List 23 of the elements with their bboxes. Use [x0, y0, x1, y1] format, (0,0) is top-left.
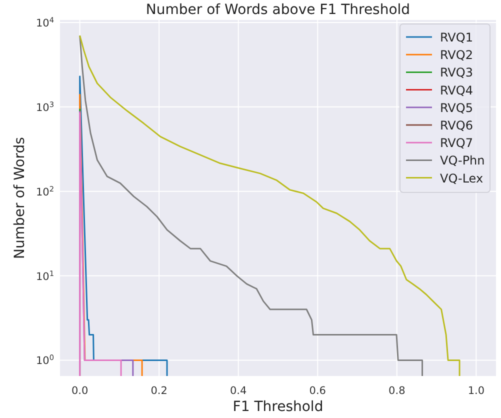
x-tick-label: 0.2 — [150, 385, 168, 397]
legend-label: RVQ6 — [440, 118, 473, 132]
legend-label: RVQ1 — [440, 30, 473, 44]
y-tick-label: 10$^{3}$ — [36, 99, 54, 114]
legend-label: RVQ2 — [440, 48, 473, 62]
legend-label: RVQ5 — [440, 100, 473, 115]
legend-label: RVQ4 — [440, 83, 473, 98]
legend-label: RVQ7 — [440, 136, 473, 150]
x-tick-label: 0.8 — [388, 385, 406, 397]
x-tick-label: 0.6 — [309, 385, 326, 397]
chart-title: Number of Words above F1 Threshold — [146, 2, 410, 18]
x-tick-label: 0.4 — [230, 385, 248, 397]
y-tick-label: 10$^{4}$ — [36, 14, 54, 30]
legend-label: VQ-Lex — [440, 171, 484, 186]
x-tick-label: 0.0 — [71, 385, 88, 397]
x-axis-title: F1 Threshold — [232, 399, 324, 415]
y-tick-label: 10$^{1}$ — [36, 268, 54, 283]
y-axis-title: Number of Words — [12, 137, 28, 259]
x-tick-label: 1.0 — [468, 385, 485, 397]
legend-label: RVQ3 — [440, 66, 473, 80]
legend-label: VQ-Phn — [440, 154, 485, 168]
y-tick-label: 10$^{0}$ — [36, 352, 54, 368]
y-tick-label: 10$^{2}$ — [36, 184, 54, 198]
